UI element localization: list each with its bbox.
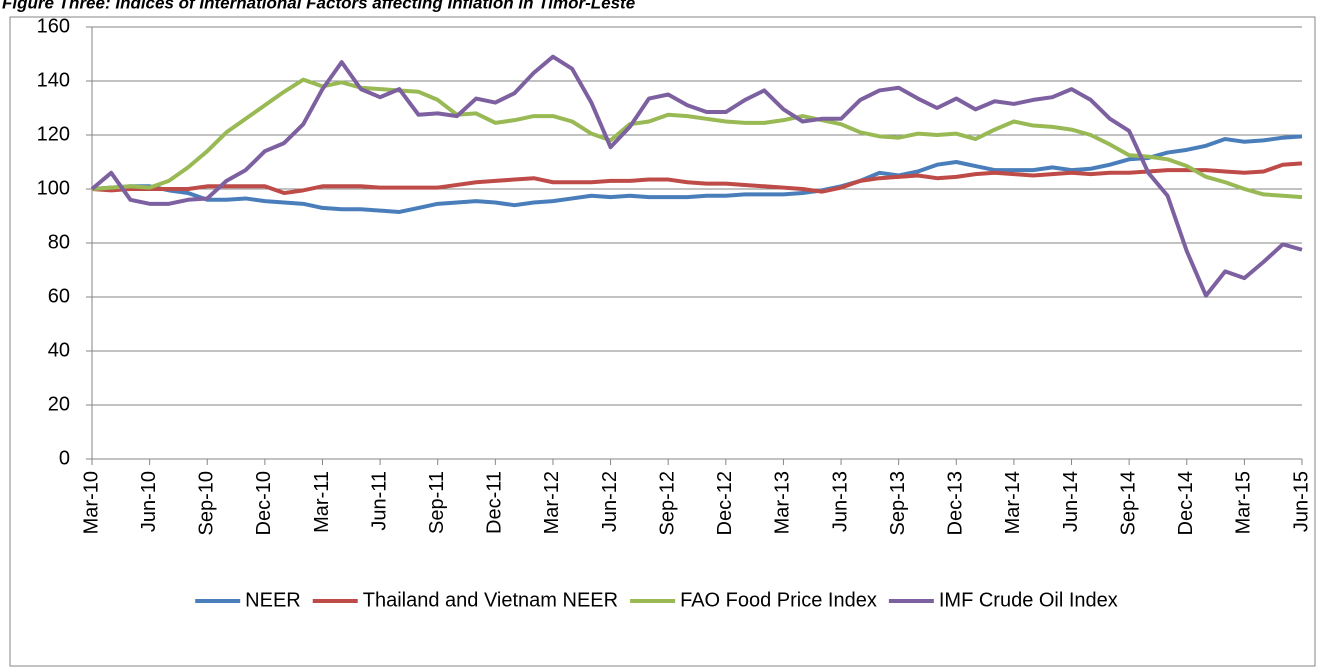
- x-tick-label: Dec-12: [714, 471, 736, 535]
- series-line: [91, 77, 1303, 200]
- x-tick-label: Sep-13: [887, 471, 909, 536]
- x-tick-label: Dec-10: [253, 471, 275, 535]
- x-tick-label: Sep-12: [656, 471, 678, 536]
- x-tick-label: Dec-14: [1175, 471, 1197, 535]
- x-tick-label: Jun-11: [368, 471, 390, 531]
- chart-title: Figure Three: Indices of International F…: [2, 0, 635, 12]
- x-tick-label: Jun-15: [1290, 471, 1312, 532]
- x-tick-label: Dec-11: [484, 471, 506, 534]
- x-tick-label: Mar-10: [80, 471, 102, 534]
- chart-frame: [9, 16, 1316, 667]
- x-tick-label: Jun-13: [829, 471, 851, 532]
- x-tick-label: Mar-14: [1002, 471, 1024, 534]
- legend-label: IMF Crude Oil Index: [939, 589, 1118, 611]
- y-tick-label: 100: [37, 177, 70, 199]
- series-line: [91, 134, 1303, 214]
- legend-label: Thailand and Vietnam NEER: [363, 589, 618, 611]
- x-tick-label: Sep-10: [196, 471, 218, 536]
- y-tick-label: 60: [48, 285, 70, 307]
- x-tick-label: Jun-14: [1060, 471, 1082, 532]
- x-tick-label: Dec-13: [945, 471, 967, 535]
- x-tick-label: Sep-11: [426, 471, 448, 534]
- legend-label: FAO Food Price Index: [680, 589, 877, 611]
- y-tick-label: 120: [37, 123, 70, 145]
- x-tick-label: Mar-11: [311, 471, 333, 533]
- x-tick-label: Mar-13: [772, 471, 794, 534]
- series-line: [91, 161, 1303, 196]
- y-tick-label: 160: [37, 15, 70, 37]
- series-line: [90, 54, 1303, 298]
- x-tick-label: Mar-12: [541, 471, 563, 534]
- y-tick-label: 140: [37, 69, 70, 91]
- legend-label: NEER: [245, 589, 301, 611]
- y-tick-label: 0: [59, 447, 70, 469]
- y-tick-label: 80: [48, 231, 70, 253]
- x-tick-label: Jun-12: [599, 471, 621, 532]
- x-tick-label: Sep-14: [1117, 471, 1139, 536]
- y-tick-label: 40: [48, 339, 70, 361]
- x-tick-label: Jun-10: [138, 471, 160, 532]
- x-tick-label: Mar-15: [1233, 471, 1255, 534]
- y-tick-label: 20: [48, 393, 70, 415]
